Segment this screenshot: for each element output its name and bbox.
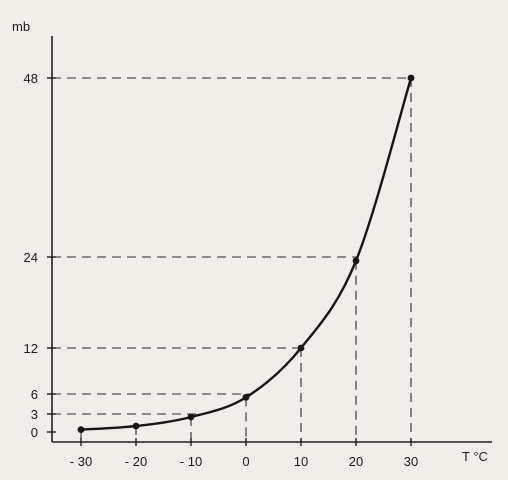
- y-tick-label: 3: [31, 407, 38, 422]
- y-axis-label: mb: [12, 19, 30, 34]
- y-tick-label: 12: [24, 341, 38, 356]
- data-point: [407, 74, 415, 82]
- dashed-guides: [52, 77, 412, 442]
- y-tick-label: 6: [31, 387, 38, 402]
- x-tick-label: 20: [349, 454, 363, 469]
- x-ticks: - 30 - 20 - 10 0 10 20 30: [70, 438, 418, 469]
- x-tick-label: 30: [404, 454, 418, 469]
- y-tick-label: 48: [24, 71, 38, 86]
- data-point: [187, 413, 195, 421]
- data-points: [77, 74, 415, 433]
- data-point: [242, 393, 250, 401]
- x-tick-label: - 20: [125, 454, 147, 469]
- y-tick-label: 24: [24, 250, 38, 265]
- data-point: [132, 422, 140, 430]
- x-tick-label: - 30: [70, 454, 92, 469]
- data-point: [297, 344, 305, 352]
- x-tick-label: 0: [242, 454, 249, 469]
- saturation-curve: [80, 77, 413, 431]
- data-point: [352, 257, 360, 265]
- x-axis-label: T °C: [462, 449, 488, 464]
- x-tick-label: - 10: [180, 454, 202, 469]
- data-point: [77, 426, 85, 433]
- x-tick-label: 10: [294, 454, 308, 469]
- y-ticks: 0 3 6 12 24 48: [24, 71, 56, 440]
- y-tick-label: 0: [31, 425, 38, 440]
